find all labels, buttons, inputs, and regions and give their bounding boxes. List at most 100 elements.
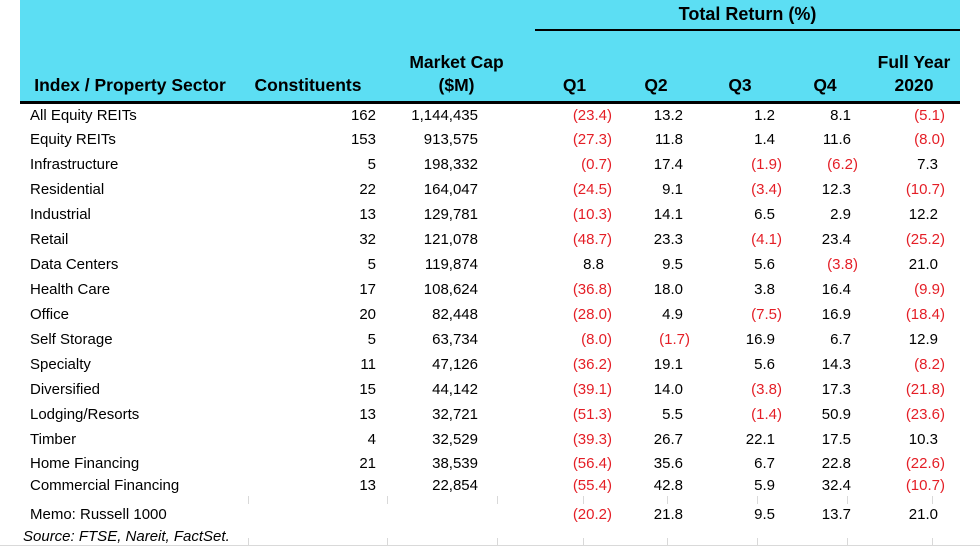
q1-cell: (27.3)	[572, 131, 612, 148]
market-cap-cell: 198,332	[423, 156, 478, 173]
constituents-cell	[238, 496, 378, 526]
header-spacer	[20, 0, 535, 30]
q3-cell: 6.5	[754, 206, 775, 223]
col-header-constituents: Constituents	[238, 30, 378, 104]
q2-cell: 23.3	[653, 231, 683, 248]
gridline-artifact	[248, 496, 249, 504]
q3-cell: (1.4)	[751, 406, 782, 423]
full-year-cell: (18.4)	[905, 306, 945, 323]
market-cap-cell: 32,529	[432, 431, 478, 448]
market-cap-line2: ($M)	[438, 75, 475, 96]
constituents-cell: 21	[359, 454, 376, 472]
sector-cell: Health Care	[30, 281, 111, 298]
full-year-cell: 12.9	[908, 331, 938, 348]
q2-cell: (1.7)	[659, 331, 690, 348]
table-row: Industrial 13 129,781 (10.3) 14.1 6.5 2.9 12.2	[20, 202, 960, 227]
market-cap-cell	[378, 496, 535, 526]
market-cap-line1: Market Cap	[409, 52, 504, 73]
q2-cell: 9.1	[662, 181, 683, 198]
market-cap-cell: 913,575	[423, 131, 478, 148]
sector-cell: Memo: Russell 1000	[30, 506, 167, 523]
q2-cell: 26.7	[653, 431, 683, 448]
q2-cell: 21.8	[653, 506, 683, 523]
market-cap-cell: 32,721	[432, 406, 478, 423]
sector-cell: Self Storage	[30, 331, 113, 348]
gridline-artifact	[757, 538, 758, 546]
q3-cell: 5.6	[754, 356, 775, 373]
q4-cell: 13.7	[821, 506, 851, 523]
q1-cell: (24.5)	[572, 181, 612, 198]
constituents-cell: 22	[359, 181, 376, 198]
constituents-cell: 32	[359, 231, 376, 248]
market-cap-cell: 47,126	[432, 356, 478, 373]
table-row: Commercial Financing 13 22,854 (55.4) 42.8 5.…	[20, 474, 960, 496]
q2-cell: 42.8	[653, 476, 683, 494]
market-cap-cell: 44,142	[432, 381, 478, 398]
q1-cell: (20.2)	[572, 506, 612, 523]
table-row: Health Care 17 108,624 (36.8) 18.0 3.8 16.4 (9.…	[20, 277, 960, 302]
table-row: Timber 4 32,529 (39.3) 26.7 22.1 17.5 10.3	[20, 427, 960, 452]
q3-cell: (4.1)	[751, 231, 782, 248]
sector-cell: Lodging/Resorts	[30, 406, 140, 423]
q4-cell: 17.3	[821, 381, 851, 398]
table-row: Home Financing 21 38,539 (56.4) 35.6 6.7 22.8 (…	[20, 452, 960, 474]
full-year-cell: (10.7)	[905, 476, 945, 494]
q1-cell: (56.4)	[572, 454, 612, 472]
q1-cell: (39.3)	[572, 431, 612, 448]
sector-cell: Timber	[30, 431, 77, 448]
table-row: Infrastructure 5 198,332 (0.7) 17.4 (1.9) (6.2…	[20, 152, 960, 177]
q1-cell: (23.4)	[572, 106, 612, 124]
q4-cell: 17.5	[821, 431, 851, 448]
full-year-line1: Full Year	[877, 52, 951, 73]
gridline-artifact	[667, 538, 668, 546]
sector-cell: Infrastructure	[30, 156, 119, 173]
table-wrapper: Total Return (%) Index / Property Sector…	[20, 0, 960, 545]
q4-cell: (3.8)	[827, 256, 858, 273]
gridline-artifact	[387, 538, 388, 546]
q4-cell: 8.1	[830, 106, 851, 124]
q2-cell: 13.2	[653, 106, 683, 124]
market-cap-cell: 119,874	[424, 256, 478, 273]
col-header-q1: Q1	[535, 30, 614, 104]
q1-cell: (48.7)	[572, 231, 612, 248]
q2-cell: 19.1	[653, 356, 683, 373]
gridline-artifact	[497, 538, 498, 546]
constituents-cell: 162	[350, 106, 376, 124]
q4-cell: 22.8	[821, 454, 851, 472]
q1-cell: (39.1)	[572, 381, 612, 398]
gridline-artifact	[667, 496, 668, 504]
sector-cell: Data Centers	[30, 256, 119, 273]
sector-cell: Diversified	[30, 381, 101, 398]
sector-cell: Industrial	[30, 206, 91, 223]
q4-cell: 23.4	[821, 231, 851, 248]
full-year-cell: (10.7)	[905, 181, 945, 198]
q3-cell: 9.5	[754, 506, 775, 523]
q2-cell: 17.4	[653, 156, 683, 173]
col-header-market-cap: Market Cap ($M)	[378, 30, 535, 104]
table-row: Data Centers 5 119,874 8.8 9.5 5.6 (3.8) 21.0	[20, 252, 960, 277]
q3-cell: (7.5)	[751, 306, 782, 323]
gridline-artifact	[847, 496, 848, 504]
q1-cell: (55.4)	[572, 476, 612, 494]
q2-cell: 5.5	[662, 406, 683, 423]
q3-cell: 16.9	[745, 331, 775, 348]
gridline-artifact	[497, 496, 498, 504]
col-header-q3: Q3	[698, 30, 782, 104]
col-header-sector: Index / Property Sector	[20, 30, 238, 104]
col-header-full-year: Full Year 2020	[868, 30, 960, 104]
constituents-cell: 15	[359, 381, 376, 398]
q3-cell: 3.8	[754, 281, 775, 298]
q3-cell: 1.2	[754, 106, 775, 124]
constituents-cell: 11	[360, 356, 376, 373]
q2-cell: 35.6	[653, 454, 683, 472]
full-year-line2: 2020	[894, 75, 934, 96]
constituents-cell: 5	[367, 256, 376, 273]
market-cap-cell: 129,781	[423, 206, 478, 223]
gridline-artifact	[932, 538, 933, 546]
gridline-artifact	[847, 538, 848, 546]
table-row: Diversified 15 44,142 (39.1) 14.0 (3.8) 17.3 (2…	[20, 377, 960, 402]
full-year-cell: (23.6)	[905, 406, 945, 423]
gridline-artifact	[583, 496, 584, 504]
gridline-artifact	[248, 538, 249, 546]
